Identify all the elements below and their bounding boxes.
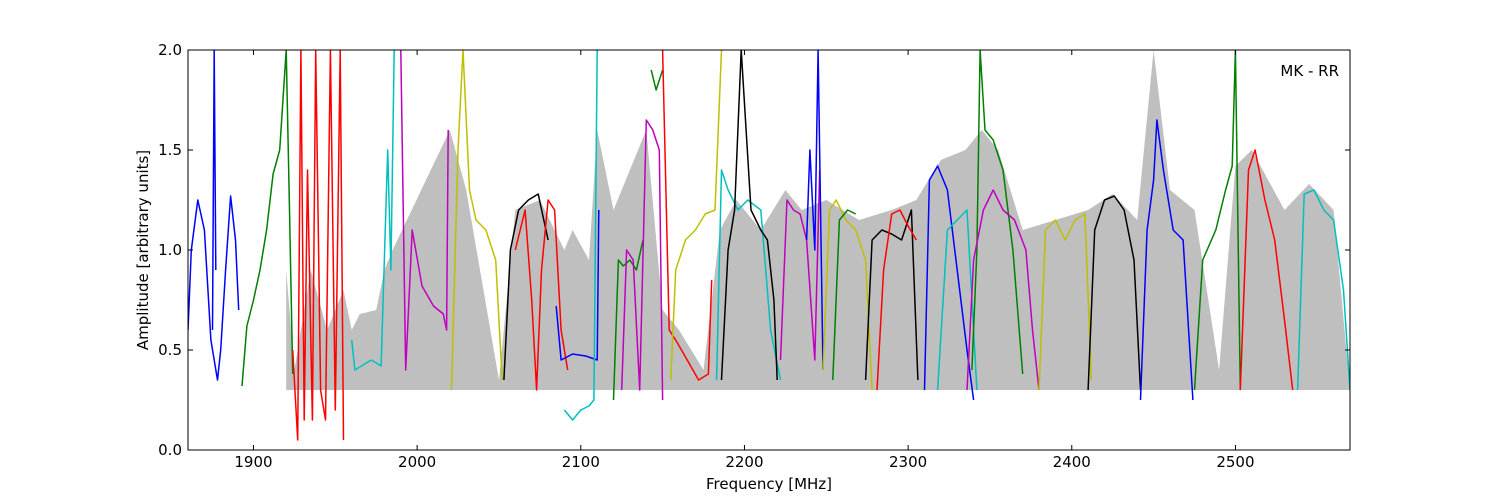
series-line-28 (966, 189, 1040, 391)
series-line-32 (1193, 50, 1242, 391)
y-axis-label: Amplitude [arbitrary units] (134, 150, 152, 350)
x-tick-label: 2300 (889, 453, 927, 471)
series-line-22 (832, 209, 857, 381)
series-line-21 (822, 199, 873, 391)
series-line-3 (241, 50, 294, 387)
series-line-16 (670, 50, 723, 381)
series-line-24 (876, 209, 917, 391)
series-layer (188, 50, 1350, 441)
series-line-23 (864, 209, 919, 381)
series-line-2 (211, 50, 217, 331)
series-line-13 (620, 119, 664, 401)
x-tick-label: 2400 (1053, 453, 1091, 471)
series-line-10 (555, 209, 600, 361)
x-axis-label: Frequency [MHz] (706, 475, 832, 493)
series-line-15 (661, 50, 713, 381)
y-tick-label: 1.5 (158, 141, 182, 159)
y-tick-label: 0.0 (158, 441, 182, 459)
series-line-9 (514, 199, 569, 391)
series-line-8 (503, 193, 549, 381)
series-line-1 (188, 195, 240, 381)
series-line-31 (1139, 119, 1194, 401)
series-line-6 (400, 50, 449, 371)
x-tick-label: 2000 (398, 453, 436, 471)
x-tick-label: 2500 (1216, 453, 1254, 471)
series-line-26 (936, 209, 978, 391)
x-tick-label: 1900 (234, 453, 272, 471)
series-line-18 (720, 50, 778, 381)
series-line-5 (350, 50, 395, 371)
series-line-20 (805, 50, 824, 371)
tick-layer: 1900 2000 2100 2200 2300 2400 2500 0.0 0.5 1.0 1.5… (158, 41, 1350, 471)
series-line-11 (563, 50, 598, 421)
series-line-7 (450, 50, 503, 391)
series-line-14 (650, 69, 664, 91)
series-line-25 (923, 165, 975, 401)
series-line-34 (1296, 189, 1350, 391)
series-line-27 (971, 50, 1024, 375)
y-tick-label: 1.0 (158, 241, 182, 259)
y-tick-label: 2.0 (158, 41, 182, 59)
series-line-30 (1087, 195, 1142, 391)
chart-annotation: MK - RR (1280, 62, 1339, 80)
y-tick-label: 0.5 (158, 341, 182, 359)
x-tick-label: 2100 (562, 453, 600, 471)
series-line-19 (779, 169, 821, 361)
series-line-17 (715, 169, 782, 381)
series-line-4 (291, 50, 345, 441)
series-line-29 (1038, 213, 1093, 391)
x-tick-label: 2200 (725, 453, 763, 471)
series-line-33 (1239, 149, 1294, 391)
